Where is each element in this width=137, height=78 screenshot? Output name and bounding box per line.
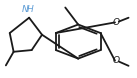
Text: H: H [27,5,34,14]
Text: O: O [113,18,120,27]
Text: N: N [22,5,28,14]
Text: O: O [113,56,120,65]
